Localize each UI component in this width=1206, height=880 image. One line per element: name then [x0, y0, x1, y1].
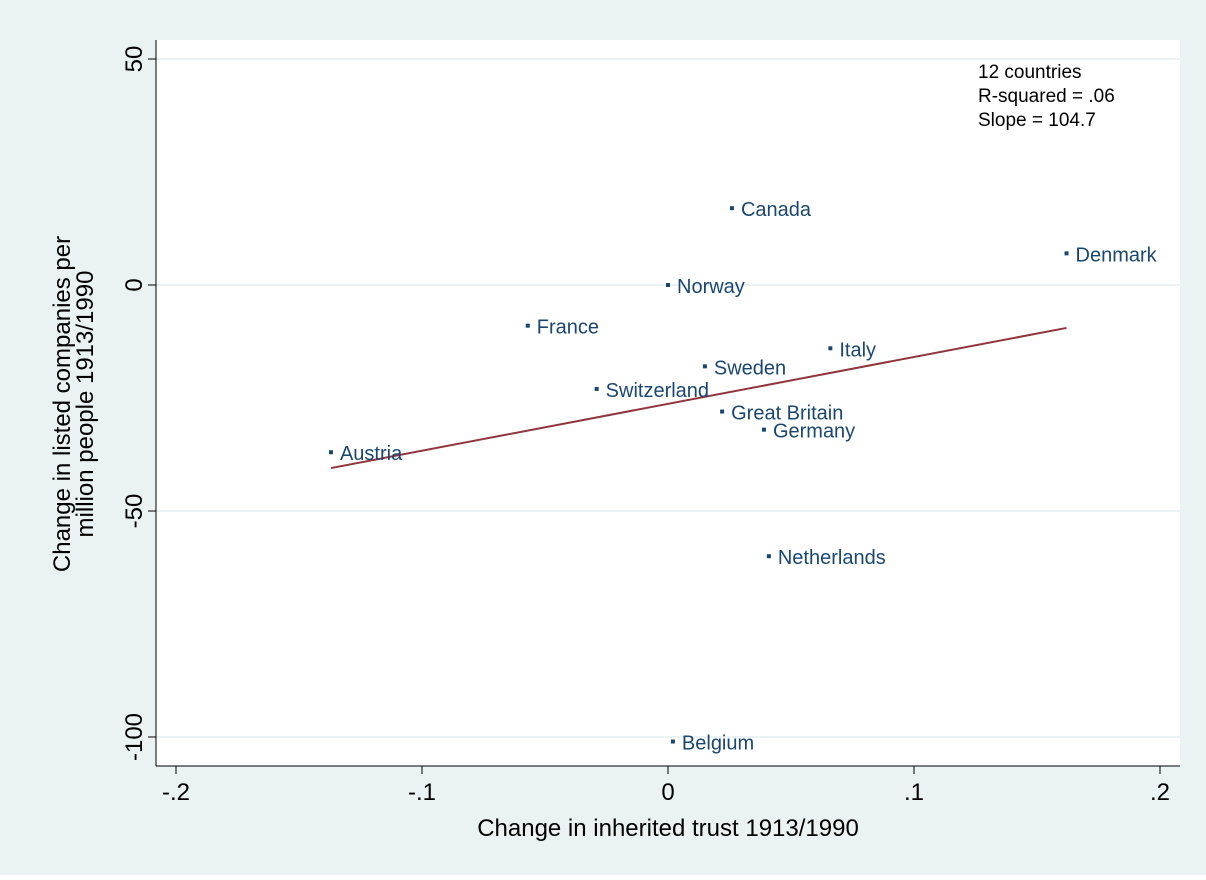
point-marker [328, 450, 333, 455]
stats-annotation: 12 countries R-squared = .06 Slope = 104… [978, 62, 1115, 131]
fit-line-group [330, 326, 1067, 470]
point-label: Belgium [682, 733, 754, 755]
point-label: Great Britain [731, 403, 843, 425]
x-tick-label: -.2 [162, 779, 190, 806]
point-label: Italy [839, 339, 876, 361]
y-tick-label: -100 [121, 713, 148, 761]
point-label: France [537, 317, 599, 339]
data-point: Italy [828, 339, 876, 361]
data-point: Norway [666, 276, 745, 298]
point-marker [670, 739, 675, 744]
point-marker [666, 283, 670, 287]
data-point: France [525, 317, 599, 339]
point-label: Austria [340, 443, 403, 465]
point-marker [702, 364, 707, 369]
point-label: Norway [677, 276, 745, 298]
data-point: Germany [761, 421, 855, 443]
x-tick-label: 0 [661, 779, 674, 806]
data-point: Netherlands [766, 547, 886, 569]
data-point: Switzerland [594, 380, 709, 402]
data-point: Austria [328, 443, 403, 465]
point-label: Germany [773, 421, 855, 443]
point-label: Sweden [714, 357, 786, 379]
y-ticks: -100 -50 0 50 [121, 46, 156, 761]
data-point: Great Britain [720, 403, 843, 425]
x-axis-title: Change in inherited trust 1913/1990 [477, 815, 859, 842]
point-marker [525, 323, 530, 328]
y-tick-label: 0 [121, 278, 148, 291]
y-axis-title: Change in listed companies per million p… [49, 236, 99, 572]
annotation-line-1: 12 countries [978, 62, 1082, 83]
point-label: Denmark [1076, 244, 1158, 266]
x-ticks: -.2 -.1 0 .1 .2 [162, 766, 1170, 806]
data-point: Belgium [670, 733, 754, 755]
data-point: Sweden [702, 357, 786, 379]
annotation-line-3: Slope = 104.7 [978, 110, 1096, 131]
point-marker [729, 206, 734, 211]
point-label: Switzerland [606, 380, 709, 402]
point-marker [761, 427, 766, 432]
point-marker [594, 386, 599, 391]
fit-line [330, 326, 1067, 470]
point-marker [828, 346, 833, 351]
x-tick-label: .1 [904, 779, 924, 806]
point-marker [1064, 251, 1069, 256]
y-tick-label: -50 [121, 494, 148, 529]
point-marker [766, 554, 771, 559]
y-axis-title-line-2: million people 1913/1990 [72, 271, 99, 538]
y-tick-label: 50 [121, 46, 148, 73]
x-tick-label: .2 [1150, 779, 1170, 806]
data-point: Canada [729, 199, 812, 221]
point-label: Canada [741, 199, 812, 221]
data-point: Denmark [1064, 244, 1158, 266]
point-label: Netherlands [778, 547, 886, 569]
point-marker [720, 409, 725, 414]
y-axis-title-line-1: Change in listed companies per [49, 236, 76, 572]
x-tick-label: -.1 [408, 779, 436, 806]
annotation-line-2: R-squared = .06 [978, 86, 1115, 107]
points-group: Canada Denmark Norway France Italy SwedenSwit… [328, 199, 1158, 755]
